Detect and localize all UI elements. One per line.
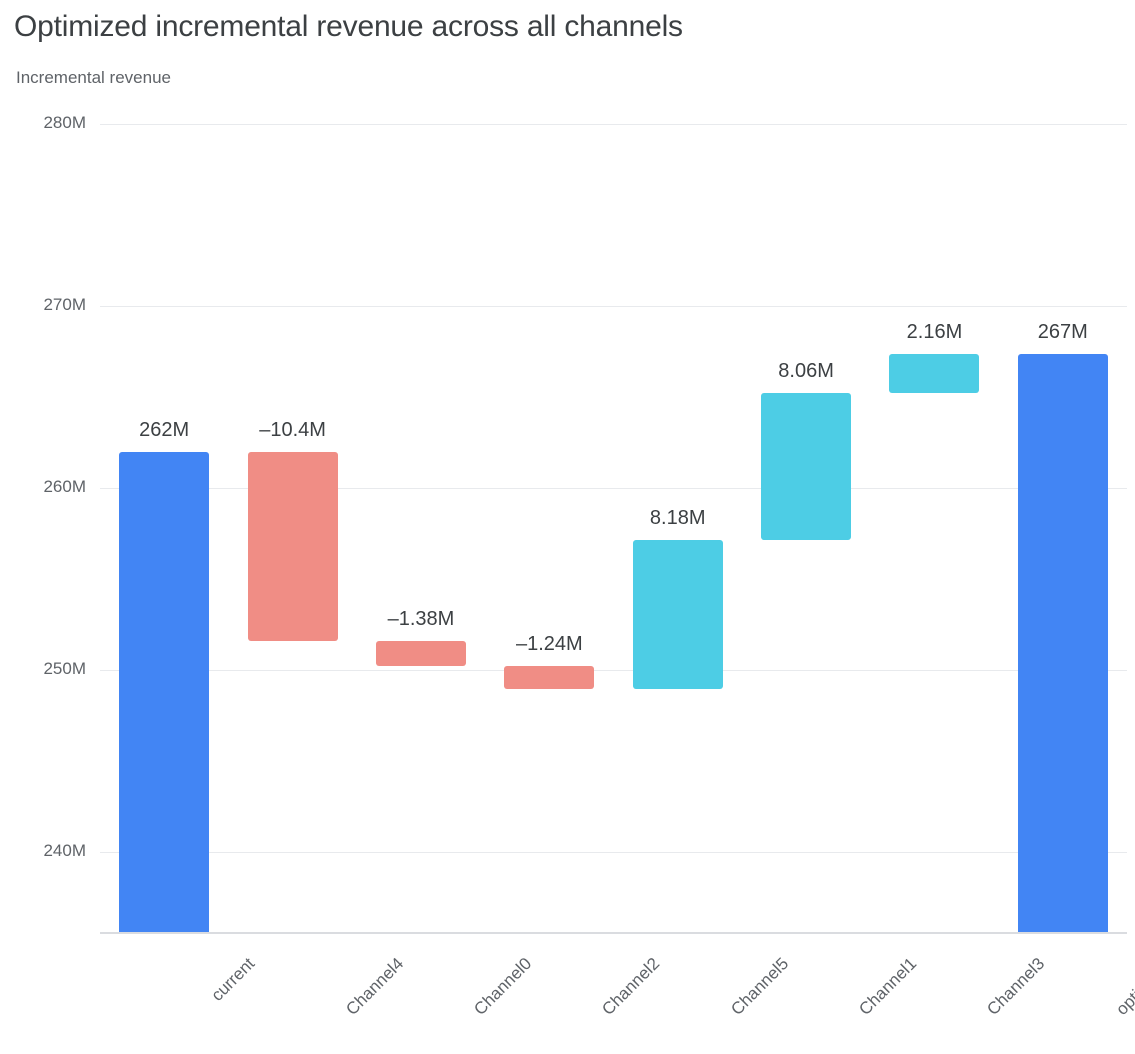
bar-Channel1[interactable] [761, 393, 852, 541]
bar-value-label-optimized: 267M [1037, 321, 1088, 344]
y-axis-tick-label: 240M [43, 841, 86, 860]
y-axis-tick-label: 280M [43, 113, 86, 132]
bar-value-label-Channel2: –1.24M [515, 633, 583, 656]
bar-value-label-Channel5: 8.18M [649, 507, 706, 530]
bar-value-label-current: 262M [139, 418, 190, 441]
bar-value-label-Channel1: 8.06M [778, 360, 834, 383]
x-axis-tick-label-Channel5[interactable]: Channel5 [727, 954, 792, 1019]
x-axis-baseline [100, 932, 1127, 934]
x-axis-tick-label-Channel0[interactable]: Channel0 [470, 954, 536, 1019]
bar-value-label-Channel0: –1.38M [387, 608, 455, 631]
x-axis-tick-label-Channel1[interactable]: Channel1 [855, 954, 921, 1019]
gridline-280M [100, 124, 1127, 125]
x-axis-tick-label-current[interactable]: current [207, 954, 259, 1005]
y-axis-tick-label: 260M [43, 477, 86, 496]
gridline-250M [100, 670, 1127, 671]
chart-title: Optimized incremental revenue across all… [14, 10, 683, 43]
bar-Channel5[interactable] [632, 540, 723, 689]
bar-current[interactable] [119, 451, 210, 932]
bar-value-label-Channel4: –10.4M [259, 418, 326, 441]
x-axis-tick-label-optimized[interactable]: optimized [1112, 954, 1135, 1019]
gridline-260M [100, 488, 1127, 489]
bar-Channel0[interactable] [375, 641, 466, 667]
y-axis-tick-label: 270M [43, 295, 86, 314]
bar-Channel3[interactable] [889, 354, 980, 394]
gridline-240M [100, 852, 1127, 853]
x-axis-tick-label-Channel4[interactable]: Channel4 [341, 954, 407, 1019]
x-axis-tick-label-Channel3[interactable]: Channel3 [983, 954, 1049, 1019]
bar-optimized[interactable] [1017, 354, 1108, 932]
chart-subtitle: Incremental revenue [16, 68, 171, 87]
bar-Channel4[interactable] [247, 451, 338, 642]
x-axis-tick-label-Channel2[interactable]: Channel2 [598, 954, 664, 1019]
bar-Channel2[interactable] [504, 666, 595, 689]
bar-value-label-Channel3: 2.16M [906, 321, 963, 344]
y-axis-tick-label: 250M [43, 659, 86, 678]
gridline-270M [100, 306, 1127, 307]
